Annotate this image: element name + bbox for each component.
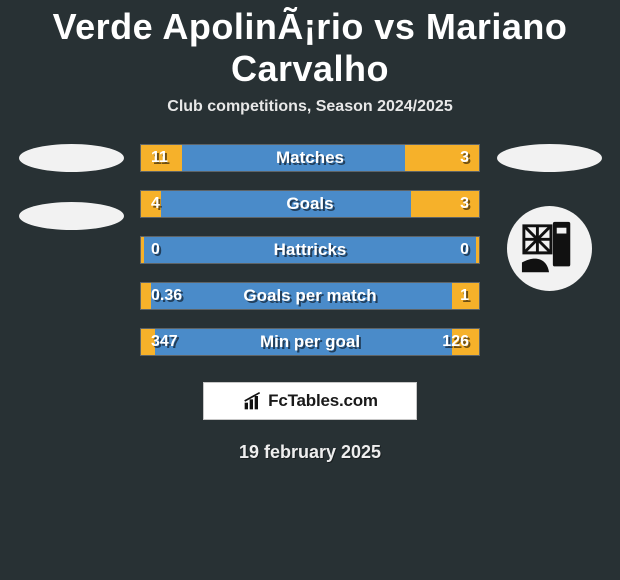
stat-row: 0Hattricks0	[140, 236, 480, 264]
stat-seg-mid	[182, 145, 405, 171]
stat-row: 4Goals3	[140, 190, 480, 218]
academica-crest-icon	[520, 220, 578, 278]
stat-seg-left	[141, 191, 161, 217]
page-title: Verde ApolinÃ¡rio vs Mariano Carvalho	[0, 0, 620, 98]
club-left-placeholder-icon	[19, 202, 124, 230]
stat-row: 11Matches3	[140, 144, 480, 172]
player-right-badges	[494, 144, 604, 291]
stat-seg-right	[452, 283, 479, 309]
stat-seg-right	[405, 145, 479, 171]
stats-area: 11Matches3 4Goals3 0Hattricks0 0.36Goals pe…	[0, 144, 620, 356]
player-left-badges	[16, 144, 126, 230]
footer-date: 19 february 2025	[0, 442, 620, 463]
stat-seg-mid	[161, 191, 411, 217]
stat-seg-left	[141, 329, 155, 355]
stat-seg-mid	[155, 329, 452, 355]
comparison-card: Verde ApolinÃ¡rio vs Mariano Carvalho Cl…	[0, 0, 620, 463]
stat-bars: 11Matches3 4Goals3 0Hattricks0 0.36Goals pe…	[140, 144, 480, 356]
stat-seg-right	[452, 329, 479, 355]
bars-logo-icon	[242, 391, 264, 411]
stat-seg-left	[141, 283, 151, 309]
club-right-logo	[507, 206, 592, 291]
brand-text: FcTables.com	[268, 391, 378, 411]
brand-watermark: FcTables.com	[203, 382, 417, 420]
stat-seg-left	[141, 145, 182, 171]
player-right-placeholder-icon	[497, 144, 602, 172]
stat-seg-mid	[151, 283, 452, 309]
stat-row: 0.36Goals per match1	[140, 282, 480, 310]
page-subtitle: Club competitions, Season 2024/2025	[0, 98, 620, 116]
stat-seg-mid	[144, 237, 475, 263]
stat-seg-right	[476, 237, 479, 263]
stat-seg-right	[411, 191, 479, 217]
stat-row: 347Min per goal126	[140, 328, 480, 356]
player-left-placeholder-icon	[19, 144, 124, 172]
